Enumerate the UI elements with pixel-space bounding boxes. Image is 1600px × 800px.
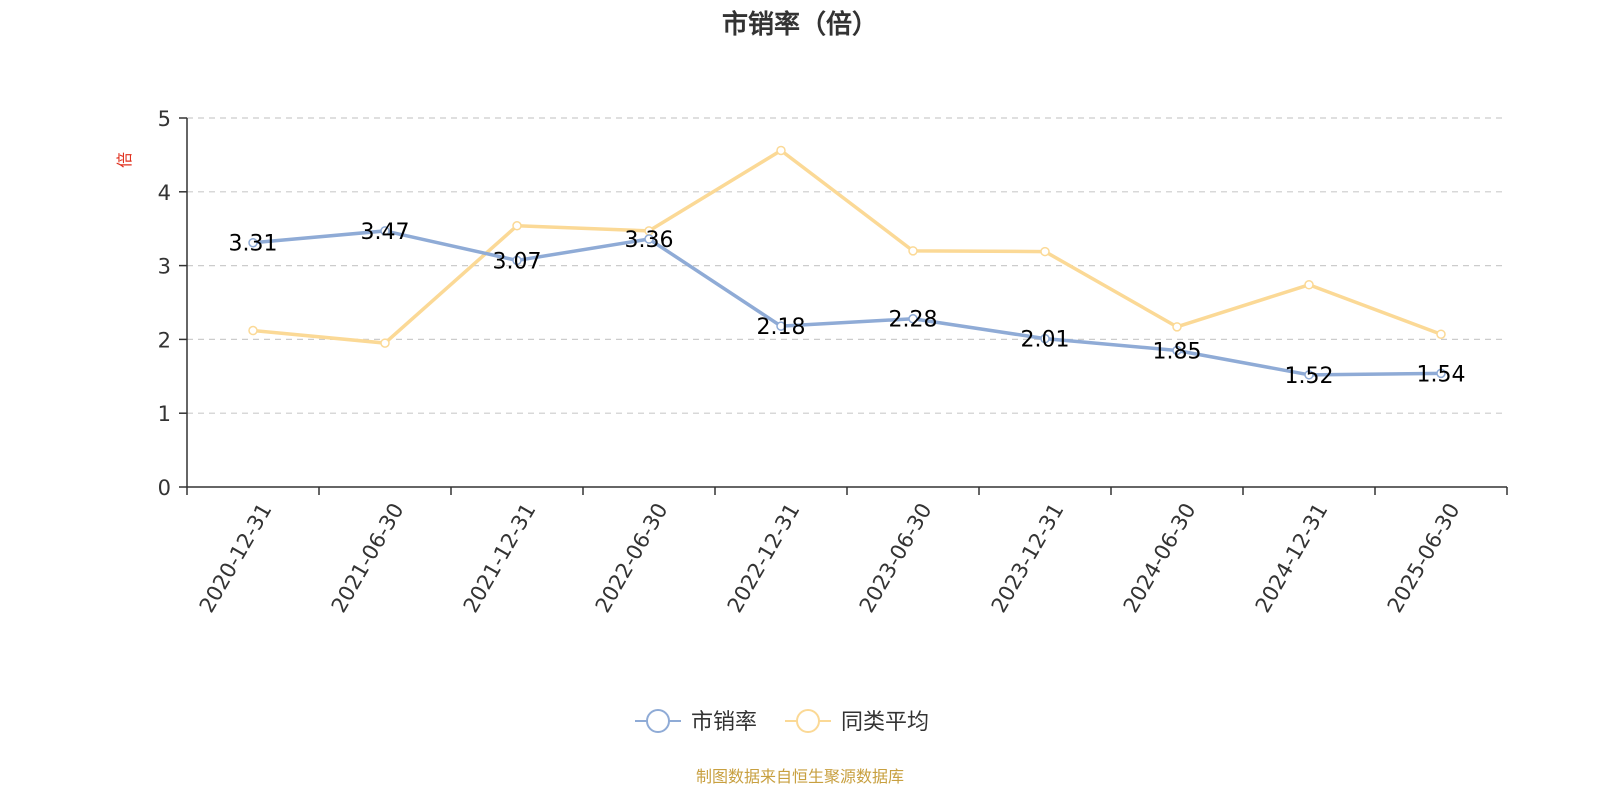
- series-line: [251, 229, 1443, 377]
- data-point[interactable]: [380, 338, 390, 348]
- series-1: [248, 145, 1446, 348]
- data-label: 2.01: [1021, 328, 1070, 353]
- legend-item[interactable]: 同类平均: [785, 709, 929, 735]
- data-point[interactable]: [1172, 322, 1182, 332]
- data-point[interactable]: [248, 325, 258, 336]
- y-axis-unit-label: 倍: [115, 152, 134, 168]
- legend-label: 同类平均: [841, 710, 929, 735]
- x-tick-label: 2023-12-31: [987, 499, 1069, 617]
- y-tick-label: 0: [158, 476, 171, 500]
- legend[interactable]: 市销率 同类平均: [635, 709, 929, 735]
- data-point[interactable]: [512, 255, 522, 266]
- y-tick-label: 2: [158, 328, 171, 352]
- x-tick-label: 2024-12-31: [1251, 499, 1333, 617]
- x-tick-label: 2021-06-30: [327, 499, 409, 617]
- data-point[interactable]: [380, 226, 390, 236]
- gridlines: [187, 117, 1507, 414]
- data-point[interactable]: [776, 321, 786, 331]
- chart-title: 市销率（倍）: [722, 9, 878, 40]
- source-note: 制图数据来自恒生聚源数据库: [696, 767, 904, 786]
- data-labels: 3.31 3.47 3.07 3.36 2.18 2.28 2.01 1.85 1.52 1.54: [229, 220, 1466, 389]
- data-point[interactable]: [1436, 329, 1446, 339]
- series-line: [251, 148, 1443, 345]
- data-point[interactable]: [248, 237, 258, 248]
- data-label: 2.28: [889, 308, 938, 333]
- data-label: 1.54: [1417, 362, 1466, 387]
- data-label: 3.47: [361, 220, 410, 245]
- x-tick-label: 2024-06-30: [1119, 499, 1201, 617]
- data-point[interactable]: [512, 220, 522, 231]
- data-point[interactable]: [908, 246, 918, 256]
- data-point[interactable]: [1172, 345, 1182, 356]
- legend-marker: [796, 709, 820, 733]
- legend-label: 市销率: [691, 710, 757, 735]
- data-point[interactable]: [644, 234, 654, 244]
- data-point[interactable]: [1040, 246, 1050, 257]
- y-tick-label: 1: [158, 402, 171, 426]
- y-tick-label: 3: [158, 255, 171, 279]
- data-point[interactable]: [776, 145, 786, 156]
- legend-marker: [646, 709, 670, 733]
- x-tick-label: 2022-06-30: [591, 499, 673, 617]
- x-tick-label: 2025-06-30: [1383, 499, 1465, 617]
- data-label: 2.18: [757, 315, 806, 340]
- data-label: 3.31: [229, 232, 278, 257]
- data-point[interactable]: [1304, 370, 1314, 380]
- data-label: 3.07: [493, 249, 542, 274]
- x-tick-label: 2023-06-30: [855, 499, 937, 617]
- y-tick-label: 5: [158, 107, 171, 131]
- data-point[interactable]: [908, 313, 918, 324]
- data-label: 3.36: [625, 228, 674, 253]
- x-tick-label: 2021-12-31: [459, 499, 541, 617]
- x-tick-label: 2022-12-31: [723, 499, 805, 617]
- series-0: [248, 226, 1446, 380]
- data-point[interactable]: [1436, 368, 1446, 379]
- y-tick-label: 4: [158, 181, 171, 205]
- data-label: 1.85: [1153, 339, 1202, 364]
- axes: 0 1 2 3 4 5 2020-12-31 2021-06-30 2021-12-31 2022…: [158, 107, 1508, 617]
- legend-item[interactable]: 市销率: [635, 709, 757, 735]
- data-point[interactable]: [1040, 333, 1050, 344]
- x-tick-label: 2020-12-31: [195, 499, 277, 617]
- data-label: 1.52: [1285, 364, 1334, 389]
- series-lines: [248, 145, 1446, 380]
- data-point[interactable]: [1304, 280, 1314, 290]
